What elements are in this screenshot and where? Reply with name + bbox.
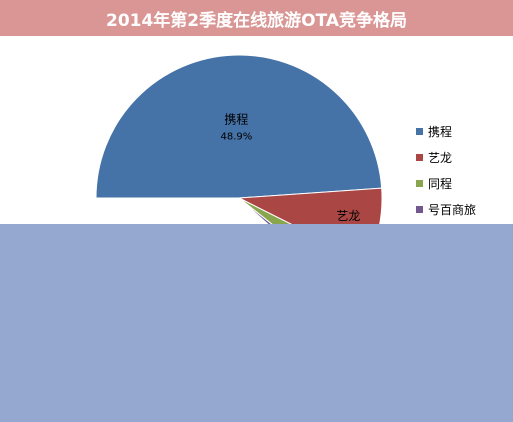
legend-label: 同程 [428,176,453,191]
overlay-panel [0,224,513,422]
legend-swatch [416,153,423,161]
slice-pct-label-0: 48.9% [221,132,253,143]
pie-slice-0 [95,54,383,199]
chart-title: 2014年第2季度在线旅游OTA竞争格局 [105,10,408,31]
legend-item: 艺龙 [416,144,511,170]
legend-swatch [416,205,423,213]
legend: 携程艺龙同程号百商旅 [416,118,511,222]
slice-label-1: 艺龙 [336,209,360,223]
legend-item: 号百商旅 [416,196,511,222]
legend-label: 号百商旅 [428,202,477,217]
slice-label-0: 携程 [224,112,248,127]
title-bar: 2014年第2季度在线旅游OTA竞争格局 [0,0,513,36]
legend-swatch [416,127,423,135]
legend-label: 携程 [428,124,453,139]
legend-label: 艺龙 [428,150,453,165]
legend-item: 携程 [416,118,511,144]
legend-item: 同程 [416,170,511,196]
legend-swatch [416,179,423,187]
